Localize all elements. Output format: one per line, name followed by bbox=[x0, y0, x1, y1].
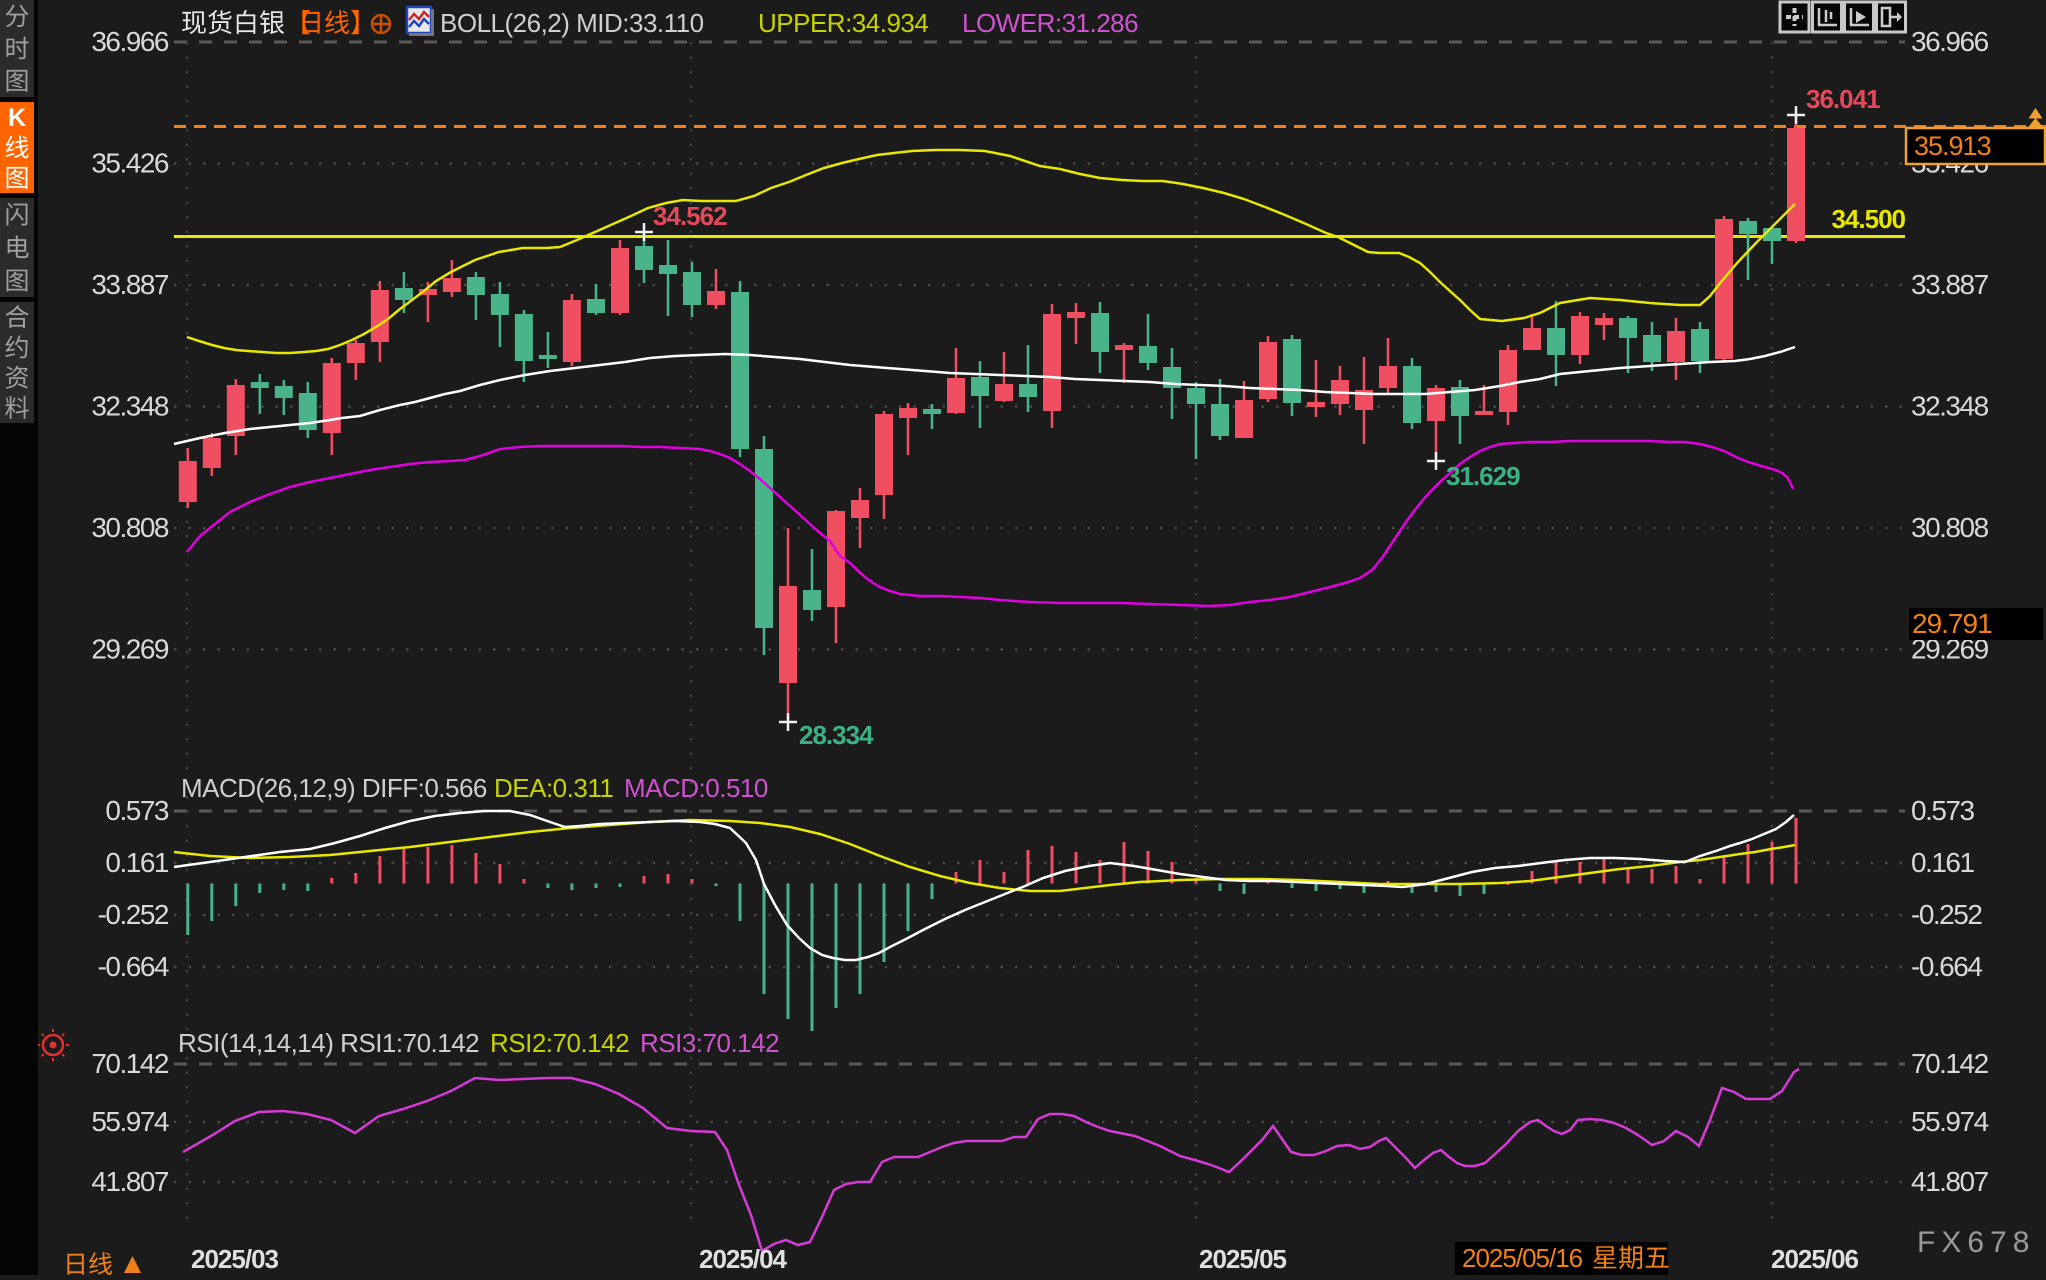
svg-text:41.807: 41.807 bbox=[1911, 1166, 1989, 1197]
svg-text:32.348: 32.348 bbox=[91, 391, 169, 422]
svg-text:2025/05: 2025/05 bbox=[1199, 1244, 1287, 1274]
svg-text:RSI3:70.142: RSI3:70.142 bbox=[640, 1028, 779, 1058]
svg-text:0.161: 0.161 bbox=[105, 847, 168, 878]
svg-text:RSI2:70.142: RSI2:70.142 bbox=[490, 1028, 629, 1058]
svg-text:FX678: FX678 bbox=[1917, 1226, 2035, 1259]
svg-text:29.269: 29.269 bbox=[91, 634, 169, 665]
svg-text:70.142: 70.142 bbox=[91, 1048, 169, 1079]
svg-text:35.426: 35.426 bbox=[91, 148, 169, 179]
svg-text:33.887: 33.887 bbox=[91, 269, 169, 300]
svg-text:34.562: 34.562 bbox=[653, 201, 727, 231]
svg-text:BOLL(26,2) MID:33.110: BOLL(26,2) MID:33.110 bbox=[440, 8, 704, 38]
svg-text:30.808: 30.808 bbox=[91, 512, 169, 543]
svg-text:36.041: 36.041 bbox=[1806, 84, 1880, 114]
svg-text:36.966: 36.966 bbox=[91, 26, 169, 57]
svg-text:LOWER:31.286: LOWER:31.286 bbox=[962, 8, 1138, 38]
svg-text:UPPER:34.934: UPPER:34.934 bbox=[758, 8, 928, 38]
svg-text:2025/04: 2025/04 bbox=[699, 1244, 788, 1274]
svg-text:-0.252: -0.252 bbox=[98, 899, 169, 930]
svg-text:55.974: 55.974 bbox=[1911, 1106, 1989, 1137]
svg-text:0.161: 0.161 bbox=[1911, 847, 1974, 878]
svg-text:2025/06: 2025/06 bbox=[1771, 1244, 1859, 1274]
svg-text:35.913: 35.913 bbox=[1914, 131, 1991, 161]
svg-text:MACD(26,12,9) DIFF:0.566: MACD(26,12,9) DIFF:0.566 bbox=[181, 773, 487, 803]
svg-text:31.629: 31.629 bbox=[1446, 461, 1520, 491]
svg-text:34.500: 34.500 bbox=[1831, 204, 1905, 234]
svg-text:29.791: 29.791 bbox=[1912, 608, 1992, 639]
svg-text:-0.664: -0.664 bbox=[98, 951, 169, 982]
svg-text:-0.252: -0.252 bbox=[1911, 899, 1982, 930]
svg-text:32.348: 32.348 bbox=[1911, 391, 1989, 422]
svg-text:-0.664: -0.664 bbox=[1911, 951, 1982, 982]
svg-text:33.887: 33.887 bbox=[1911, 269, 1989, 300]
svg-text:2025/03: 2025/03 bbox=[191, 1244, 279, 1274]
svg-text:36.966: 36.966 bbox=[1911, 26, 1989, 57]
svg-text:70.142: 70.142 bbox=[1911, 1048, 1989, 1079]
svg-text:41.807: 41.807 bbox=[91, 1166, 169, 1197]
svg-text:0.573: 0.573 bbox=[1911, 795, 1974, 826]
svg-text:30.808: 30.808 bbox=[1911, 512, 1989, 543]
svg-text:28.334: 28.334 bbox=[799, 720, 874, 750]
svg-text:MACD:0.510: MACD:0.510 bbox=[624, 773, 768, 803]
svg-text:55.974: 55.974 bbox=[91, 1106, 169, 1137]
svg-text:0.573: 0.573 bbox=[105, 795, 168, 826]
svg-text:2025/05/16: 2025/05/16 bbox=[1462, 1243, 1583, 1273]
svg-text:K: K bbox=[8, 104, 26, 132]
svg-text:RSI(14,14,14) RSI1:70.142: RSI(14,14,14) RSI1:70.142 bbox=[178, 1028, 479, 1058]
svg-text:DEA:0.311: DEA:0.311 bbox=[494, 773, 613, 803]
